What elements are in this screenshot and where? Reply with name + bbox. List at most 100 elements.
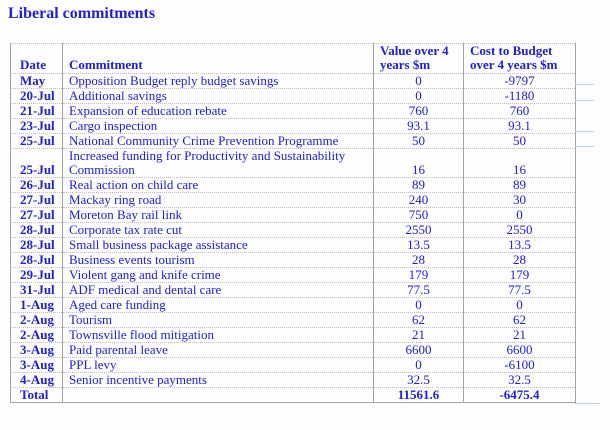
row-commitment-cell: Paid parental leave [62,342,374,358]
table-row: 2-Aug Townsville flood mitigation 21 21 [10,327,576,343]
row-date-cell: 20-Jul [10,88,63,104]
row-value-cell: 16 [373,148,464,178]
row-value-cell: 28 [373,252,464,268]
row-cost-cell: 16 [463,148,576,178]
row-commitment-cell: Mackay ring road [62,192,374,208]
table-row: 21-Jul Expansion of education rebate 760 76… [10,103,576,119]
row-commitment-cell: Increased funding for Productivity and S… [62,148,374,178]
row-value-cell: 0 [373,73,464,89]
col-header-cost: Cost to Budget over 4 years $m [463,43,576,74]
row-cost-cell: 93.1 [463,118,576,134]
row-value-cell: 89 [373,177,464,193]
row-commitment-cell: Business events tourism [62,252,374,268]
row-value-cell: 32.5 [373,372,464,388]
row-date-cell: 27-Jul [10,192,63,208]
row-value-cell: 21 [373,327,464,343]
table-row: 28-Jul Business events tourism 28 28 [10,252,576,268]
row-cost-cell: 28 [463,252,576,268]
table-row: 27-Jul Moreton Bay rail link 750 0 [10,207,576,223]
row-date-cell: 29-Jul [10,267,63,283]
row-commitment-cell: Real action on child care [62,177,374,193]
row-value-cell: 760 [373,103,464,119]
commitments-table: Date Commitment Value over 4 years $m Co… [10,43,576,403]
row-value-cell: 179 [373,267,464,283]
row-date-cell: May [10,73,63,89]
row-value-cell: 62 [373,312,464,328]
row-date-cell: 28-Jul [10,237,63,253]
row-date-cell: 4-Aug [10,372,63,388]
row-cost-cell: 89 [463,177,576,193]
row-value-cell: 0 [373,297,464,313]
row-date-cell: 2-Aug [10,312,63,328]
row-commitment-cell: Corporate tax rate cut [62,222,374,238]
row-date-cell: 3-Aug [10,357,63,373]
stray-border-artifact [575,84,594,85]
table-row: 27-Jul Mackay ring road 240 30 [10,192,576,208]
row-cost-cell: 2550 [463,222,576,238]
table-row: 23-Jul Cargo inspection 93.1 93.1 [10,118,576,134]
row-date-cell: 3-Aug [10,342,63,358]
total-label-cell: Total [10,387,63,403]
row-commitment-cell: Expansion of education rebate [62,103,374,119]
row-value-cell: 2550 [373,222,464,238]
row-cost-cell: 30 [463,192,576,208]
table-row: 4-Aug Senior incentive payments 32.5 32.5 [10,372,576,388]
row-commitment-cell: Cargo inspection [62,118,374,134]
row-cost-cell: 179 [463,267,576,283]
row-cost-cell: 32.5 [463,372,576,388]
row-date-cell: 25-Jul [10,133,63,149]
table-row: 3-Aug PPL levy 0 -6100 [10,357,576,373]
row-commitment-cell: Aged care funding [62,297,374,313]
row-cost-cell: -6100 [463,357,576,373]
header-row: Date Commitment Value over 4 years $m Co… [10,43,576,74]
row-cost-cell: 77.5 [463,282,576,298]
row-commitment-cell: Additional savings [62,88,374,104]
row-value-cell: 13.5 [373,237,464,253]
total-row: Total 11561.6 -6475.4 [10,387,576,403]
stray-border-artifact [575,100,594,101]
table-row: 1-Aug Aged care funding 0 0 [10,297,576,313]
row-value-cell: 0 [373,357,464,373]
row-date-cell: 28-Jul [10,222,63,238]
row-commitment-cell: Townsville flood mitigation [62,327,374,343]
row-commitment-cell: ADF medical and dental care [62,282,374,298]
row-cost-cell: 21 [463,327,576,343]
row-value-cell: 50 [373,133,464,149]
table-row: 2-Aug Tourism 62 62 [10,312,576,328]
table-row: 25-Jul Increased funding for Productivity… [10,148,576,178]
total-cost-cell: -6475.4 [463,387,576,403]
row-commitment-cell: Small business package assistance [62,237,374,253]
row-cost-cell: 0 [463,207,576,223]
table-row: 3-Aug Paid parental leave 6600 6600 [10,342,576,358]
row-cost-cell: -1180 [463,88,576,104]
table-row: May Opposition Budget reply budget saving… [10,73,576,89]
table-row: 20-Jul Additional savings 0 -1180 [10,88,576,104]
row-cost-cell: 13.5 [463,237,576,253]
col-header-value: Value over 4 years $m [373,43,464,74]
row-commitment-cell: PPL levy [62,357,374,373]
row-value-cell: 93.1 [373,118,464,134]
table-row: 26-Jul Real action on child care 89 89 [10,177,576,193]
row-date-cell: 28-Jul [10,252,63,268]
row-cost-cell: 50 [463,133,576,149]
stray-border-artifact [575,131,594,132]
row-commitment-cell: National Community Crime Prevention Prog… [62,133,374,149]
row-cost-cell: 6600 [463,342,576,358]
row-value-cell: 6600 [373,342,464,358]
row-date-cell: 2-Aug [10,327,63,343]
page-title: Liberal commitments [8,5,156,22]
row-cost-cell: 62 [463,312,576,328]
row-value-cell: 240 [373,192,464,208]
row-commitment-cell: Opposition Budget reply budget savings [62,73,374,89]
row-value-cell: 750 [373,207,464,223]
table-row: 29-Jul Violent gang and knife crime 179 179 [10,267,576,283]
row-cost-cell: 0 [463,297,576,313]
total-empty-cell [62,387,374,403]
row-commitment-cell: Violent gang and knife crime [62,267,374,283]
row-cost-cell: 760 [463,103,576,119]
row-date-cell: 21-Jul [10,103,63,119]
table-row: 25-Jul National Community Crime Preventio… [10,133,576,149]
col-header-commitment: Commitment [62,43,374,74]
row-date-cell: 25-Jul [10,148,63,178]
